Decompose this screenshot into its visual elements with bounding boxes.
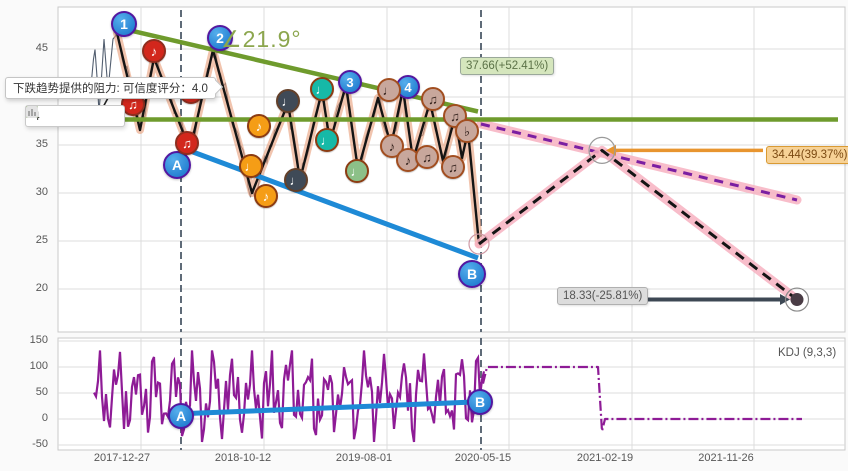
note-marker[interactable]: ♩ (284, 168, 308, 192)
target-mid-arrow-head (606, 144, 616, 156)
kdj-y-tick: 100 (29, 360, 48, 372)
star-badge-filled (26, 106, 87, 122)
price-y-tick: 35 (35, 138, 48, 150)
kdj-y-tick: 150 (29, 334, 48, 346)
callout-target-down: 18.33(-25.81%) (557, 287, 649, 305)
highlight-ring (588, 136, 616, 164)
wave-marker-a[interactable]: A (168, 403, 194, 429)
star-badge-filled (26, 106, 72, 122)
trend-tooltip-text: 下跌趋势提供的阻力: 可信度评分：4.0 (13, 83, 208, 95)
confidence-star-badges (26, 106, 117, 122)
projection-purple (480, 122, 798, 202)
note-marker[interactable]: ♪ (254, 184, 278, 208)
highlight-ring (784, 287, 810, 312)
kdj-y-tick: -50 (32, 438, 48, 450)
note-marker[interactable]: ♭ (455, 119, 479, 143)
kdj-legend: KDJ (9,3,3) (778, 347, 837, 359)
kdj-line (93, 350, 486, 443)
note-marker[interactable]: ♫ (421, 87, 445, 111)
highlight-ring (468, 233, 490, 255)
date-x-tick: 2021-02-19 (576, 452, 634, 464)
resistance-trend (119, 25, 479, 114)
note-marker[interactable]: ♪ (142, 39, 166, 63)
kdj-projection (481, 365, 802, 433)
trend-angle-label: ∠21.9° (221, 26, 302, 52)
note-marker[interactable]: ♩ (310, 77, 334, 101)
note-marker[interactable]: ♩ (315, 128, 339, 152)
note-marker[interactable]: ♩ (377, 78, 401, 102)
kdj-y-tick: 50 (35, 386, 48, 398)
price-y-tick: 30 (35, 186, 48, 198)
wave-marker-a[interactable]: A (163, 151, 191, 179)
note-marker[interactable]: ♪ (247, 114, 271, 138)
price-y-tick: 25 (35, 234, 48, 246)
note-marker[interactable]: ♫ (175, 131, 199, 155)
target-end-dot (790, 293, 804, 307)
date-x-tick: 2020-05-15 (454, 452, 512, 464)
pivot-wave-line (115, 32, 481, 245)
price-y-tick: 20 (35, 282, 48, 294)
note-marker[interactable]: ♫ (415, 145, 439, 169)
wave-marker-1[interactable]: 1 (111, 11, 137, 37)
star-badge-empty (26, 106, 117, 122)
wave-marker-3[interactable]: 3 (338, 70, 362, 94)
kdj-plot-area[interactable] (57, 337, 846, 451)
wave-marker-b[interactable]: B (458, 260, 486, 288)
date-x-tick: 2017-12-27 (93, 452, 151, 464)
callout-target-mid: 34.44(39.37%) (766, 146, 848, 164)
note-marker[interactable]: ♩ (345, 159, 369, 183)
trend-tooltip: 下跌趋势提供的阻力: 可信度评分：4.0 (5, 77, 216, 99)
support-ab-kdj (180, 399, 481, 417)
note-marker[interactable]: ♩ (276, 89, 300, 113)
note-marker[interactable]: ♫ (441, 155, 465, 179)
wave-marker-b[interactable]: B (467, 389, 493, 415)
star-badge-filled (26, 106, 57, 122)
wave-marker-2[interactable]: 2 (207, 25, 233, 51)
date-x-tick: 2021-11-26 (698, 452, 754, 464)
callout-target-up: 37.66(+52.41%) (460, 57, 555, 75)
date-x-tick: 2018-10-12 (214, 452, 272, 464)
star-badge-filled (26, 106, 102, 122)
kdj-y-tick: 0 (41, 412, 48, 424)
note-marker[interactable]: ♩ (239, 154, 263, 178)
projection-black (478, 148, 798, 301)
confidence-rating-box: 4 (25, 105, 125, 127)
price-y-tick: 45 (35, 42, 48, 54)
date-x-tick: 2019-08-01 (335, 452, 393, 464)
